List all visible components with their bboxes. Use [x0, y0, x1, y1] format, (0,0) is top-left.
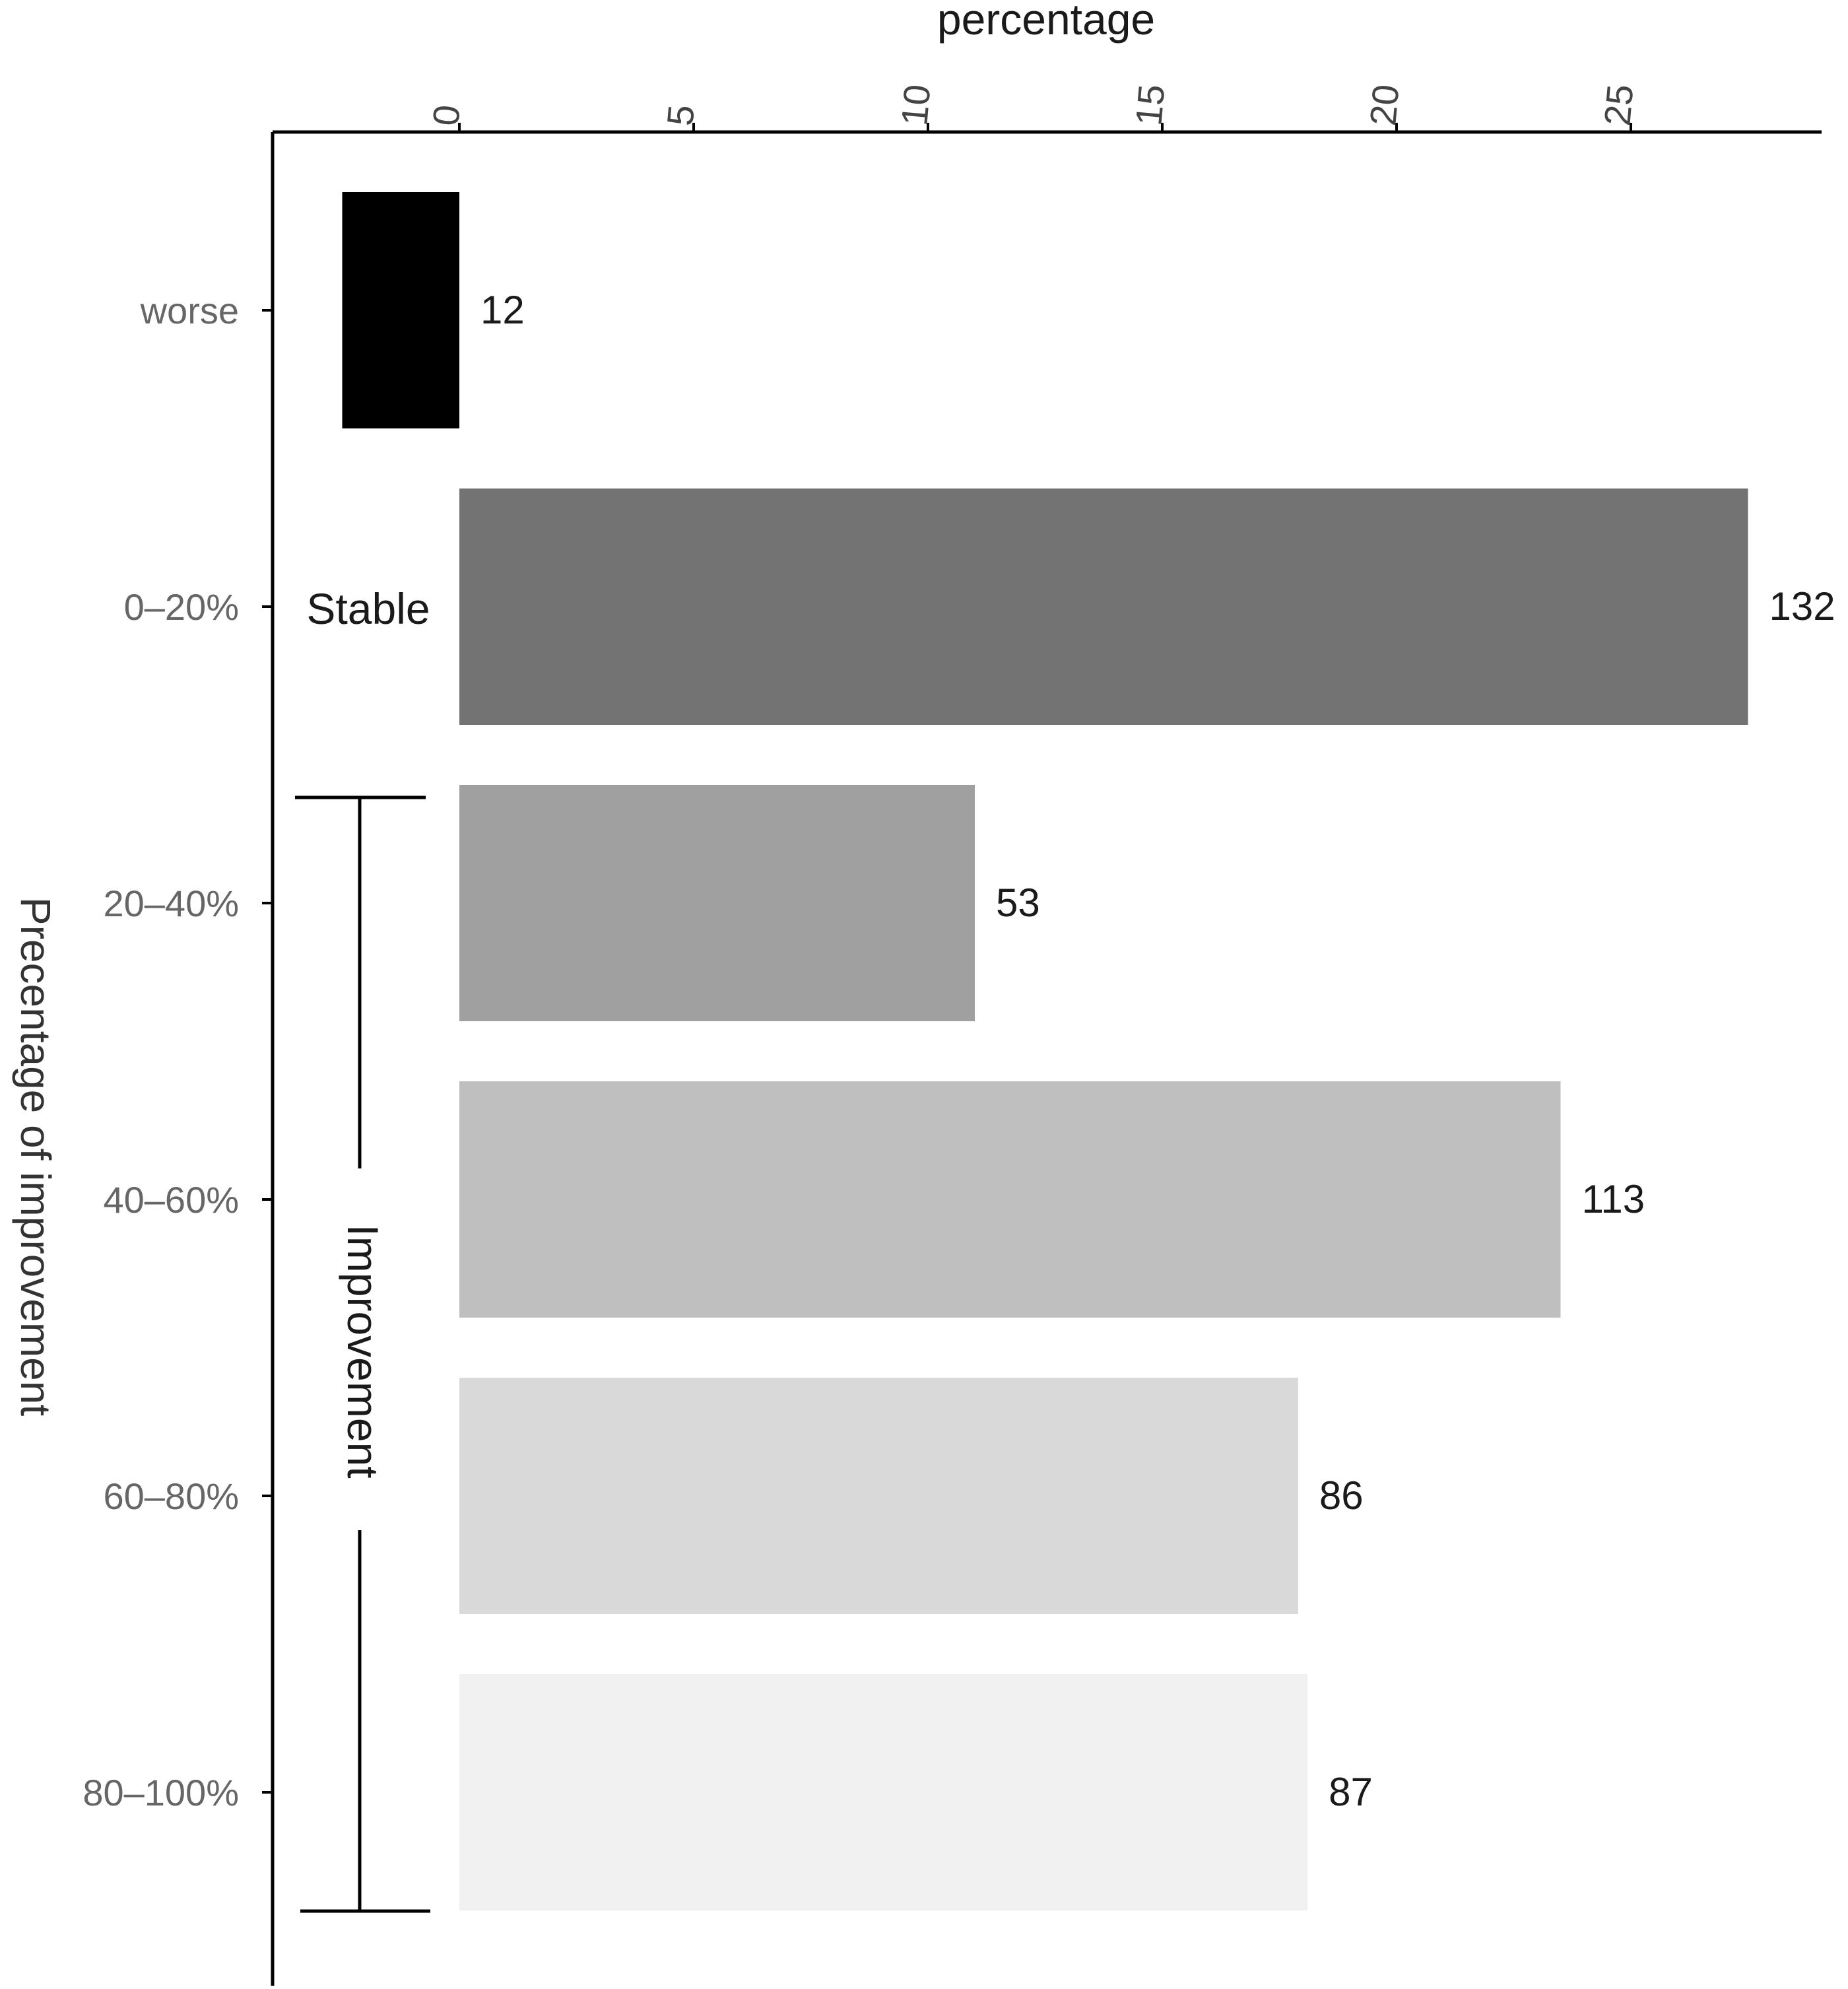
stable-annotation: Stable	[306, 584, 430, 633]
data-label: 86	[1319, 1473, 1364, 1518]
bar-0	[342, 192, 459, 428]
bar-4	[459, 1378, 1298, 1614]
y-tick-label: 0–20%	[124, 586, 239, 628]
bar-3	[459, 1081, 1561, 1318]
data-labels-group: 12 132 53 113 86 87	[480, 288, 1835, 1814]
data-label: 132	[1769, 584, 1835, 628]
data-label: 113	[1582, 1177, 1645, 1221]
data-label: 87	[1329, 1770, 1373, 1814]
x-tick-label: 25	[1596, 83, 1641, 127]
y-tick-label: 20–40%	[103, 883, 239, 924]
x-tick-label: 10	[893, 83, 938, 127]
y-tick-label: 60–80%	[103, 1475, 239, 1517]
y-axis-title: Precentage of improvement	[12, 897, 59, 1416]
bar-5	[459, 1674, 1308, 1910]
x-tick-label: 0	[424, 103, 467, 127]
bars-group	[342, 192, 1748, 1910]
data-label: 53	[996, 881, 1040, 925]
data-label: 12	[480, 288, 525, 332]
x-tick-label: 5	[659, 103, 702, 127]
x-tick-label: 20	[1362, 83, 1406, 127]
x-ticks-group: 0 5 10 15 20 25	[424, 83, 1641, 132]
y-tick-label: 40–60%	[103, 1179, 239, 1221]
x-axis-title: percentage	[937, 0, 1155, 44]
y-tick-label: 80–100%	[82, 1772, 239, 1813]
improvement-annotation: Improvement	[339, 1224, 387, 1478]
x-tick-label: 15	[1127, 83, 1172, 127]
bar-1	[459, 489, 1748, 725]
axes-group	[271, 130, 1822, 1986]
improvement-bracket: Improvement	[295, 795, 430, 1913]
bar-2	[459, 785, 975, 1021]
y-ticks-group: worse 0–20% 20–40% 40–60% 60–80% 80–100%	[82, 290, 273, 1813]
y-tick-label: worse	[140, 290, 239, 331]
